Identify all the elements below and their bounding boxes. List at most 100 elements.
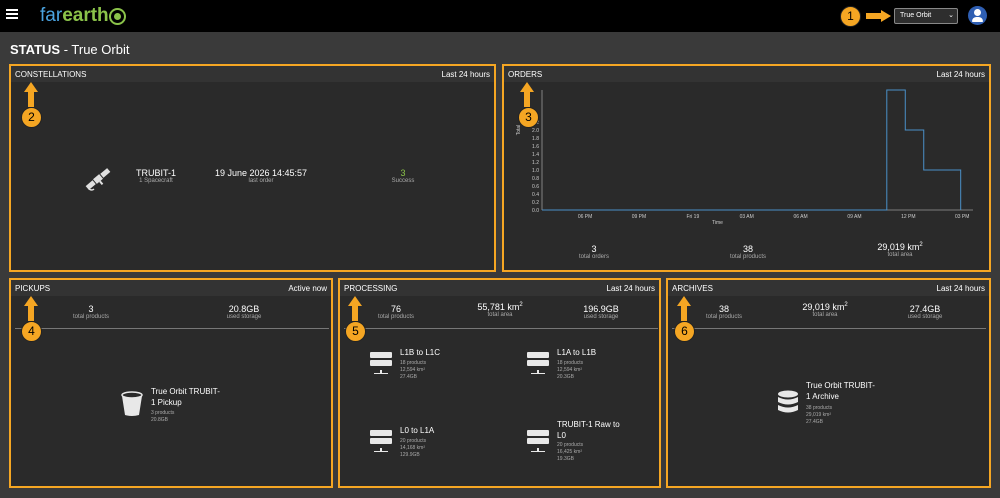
processing-storage-value: 196.9GB	[583, 304, 619, 314]
process-item-name-line2: L0	[557, 431, 566, 440]
arrow-up-icon	[24, 296, 38, 322]
logo-ring-icon	[109, 8, 126, 25]
database-icon	[778, 390, 798, 413]
server-icon	[527, 430, 549, 452]
process-item-meta: 20 products 16,425 km² 19.3GB	[557, 442, 583, 463]
y-tick-label: 2.0	[532, 128, 539, 134]
menu-icon[interactable]	[6, 9, 18, 19]
total-orders-value: 3	[591, 244, 597, 254]
process-item-name[interactable]: TRUBIT-1 Raw to L0	[557, 419, 620, 441]
y-axis-label: Total	[516, 125, 522, 136]
processing-header: PROCESSING Last 24 hours	[340, 280, 659, 296]
archive-item-name-line1: True Orbit TRUBIT-	[806, 381, 875, 390]
pickup-item-name-line2: 1 Pickup	[151, 398, 182, 407]
archives-products-stat: 38 total products	[694, 304, 754, 320]
orders-series-line	[542, 89, 962, 211]
archives-divider	[672, 328, 986, 329]
pickup-item-products: 3 products	[151, 410, 175, 416]
x-tick-label: 03 AM	[740, 214, 754, 220]
logo[interactable]: farearth	[40, 5, 109, 27]
y-tick-label: 1.2	[532, 160, 539, 166]
organization-select[interactable]: True Orbit ⌄	[894, 8, 958, 24]
pickups-products-value: 3	[88, 304, 94, 314]
logo-text-far: far	[40, 5, 63, 26]
x-tick-label: Fri 19	[686, 214, 699, 220]
callout-6: 6	[674, 321, 695, 342]
orders-range: Last 24 hours	[936, 69, 985, 79]
archives-range: Last 24 hours	[936, 283, 985, 293]
process-item-meta: 20 products 14,168 km² 129.9GB	[400, 438, 426, 459]
orders-header: ORDERS Last 24 hours	[504, 66, 989, 82]
processing-area-value: 55,781 km	[477, 302, 520, 312]
archives-storage-stat: 27.4GB used storage	[890, 304, 960, 320]
process-item-products: 20 products	[557, 442, 584, 448]
process-item-name[interactable]: L0 to L1A	[400, 426, 435, 435]
user-avatar[interactable]	[968, 6, 987, 25]
pickup-item-meta: 3 products 20.8GB	[151, 410, 174, 424]
last-order-stat: 19 June 2026 14:45:57 last order	[201, 168, 321, 184]
x-tick-label: 09 AM	[847, 214, 861, 220]
callout-5: 5	[345, 321, 366, 342]
archives-panel: ARCHIVES Last 24 hours 38 total products …	[666, 278, 991, 488]
processing-storage-label: used storage	[583, 314, 619, 320]
y-tick-label: 0.4	[532, 192, 539, 198]
process-item-name[interactable]: L1A to L1B	[557, 348, 597, 357]
archives-storage-value: 27.4GB	[909, 304, 941, 314]
orders-area-unit-sup: 2	[919, 242, 923, 248]
orders-panel: ORDERS Last 24 hours 0.0 0.2 0.4 0.6 0.8 1.0 1.…	[502, 64, 991, 272]
processing-title: PROCESSING	[344, 283, 398, 293]
process-item-name-line1: TRUBIT-1 Raw to	[557, 420, 620, 429]
total-orders-label: total orders	[578, 254, 609, 260]
y-tick-label: 1.4	[532, 152, 539, 158]
pickups-range: Active now	[288, 283, 327, 293]
process-item-size: 27.4GB	[400, 374, 417, 380]
pickups-title: PICKUPS	[15, 283, 51, 293]
orders-area-stat: 29,019 km2 total area	[860, 242, 940, 258]
constellations-header: CONSTELLATIONS Last 24 hours	[11, 66, 494, 82]
server-icon	[527, 352, 549, 374]
pickup-item-name[interactable]: True Orbit TRUBIT- 1 Pickup	[151, 386, 220, 408]
logo-text-earth: earth	[62, 5, 109, 26]
archive-item-name[interactable]: True Orbit TRUBIT- 1 Archive	[806, 380, 875, 402]
process-item-products: 18 products	[400, 360, 427, 366]
processing-storage-stat: 196.9GB used storage	[566, 304, 636, 320]
orders-products-label: total products	[729, 254, 767, 260]
x-axis-label: Time	[712, 220, 723, 226]
pickups-panel: PICKUPS Active now 3 total products 20.8G…	[9, 278, 333, 488]
y-tick-label: 1.8	[532, 136, 539, 142]
page-title-org: - True Orbit	[63, 42, 130, 57]
pickups-products-stat: 3 total products	[61, 304, 121, 320]
orders-area-label: total area	[887, 252, 913, 258]
page-title-main: STATUS	[10, 42, 61, 57]
archives-area-value: 29,019 km	[802, 302, 845, 312]
processing-area-stat: 55,781 km2 total area	[460, 302, 540, 318]
total-orders-stat: 3 total orders	[564, 244, 624, 260]
orders-products-value: 38	[742, 244, 753, 254]
archives-area-label: total area	[812, 312, 838, 318]
satellite-icon	[85, 168, 111, 191]
archives-title: ARCHIVES	[672, 283, 713, 293]
callout-2: 2	[21, 107, 42, 128]
processing-products-stat: 76 total products	[366, 304, 426, 320]
pickups-storage-value: 20.8GB	[228, 304, 260, 314]
arrow-up-icon	[348, 296, 362, 322]
constellation-name: TRUBIT-1	[135, 168, 176, 178]
archive-item-size: 27.4GB	[806, 419, 823, 425]
last-order-value: 19 June 2026 14:45:57	[214, 168, 308, 178]
processing-products-value: 76	[390, 304, 401, 314]
success-label: Success	[391, 178, 415, 184]
pickups-header: PICKUPS Active now	[11, 280, 331, 296]
server-icon	[370, 430, 392, 452]
pickups-divider	[15, 328, 329, 329]
processing-range: Last 24 hours	[606, 283, 655, 293]
orders-chart[interactable]: 0.00.20.40.60.81.01.21.41.61.82.02.206 P…	[508, 84, 986, 234]
constellation-name-stat[interactable]: TRUBIT-1 1 Spacecraft	[126, 168, 186, 184]
server-icon	[370, 352, 392, 374]
organization-select-value: True Orbit	[900, 12, 932, 19]
process-item-name[interactable]: L1B to L1C	[400, 348, 441, 357]
bucket-icon	[121, 391, 143, 416]
process-item-area: 14,168 km²	[400, 445, 426, 451]
process-item-meta: 18 products 12,594 km² 27.4GB	[400, 360, 426, 381]
archive-item-products: 38 products	[806, 405, 833, 411]
archives-area-stat: 29,019 km2 total area	[785, 302, 865, 318]
